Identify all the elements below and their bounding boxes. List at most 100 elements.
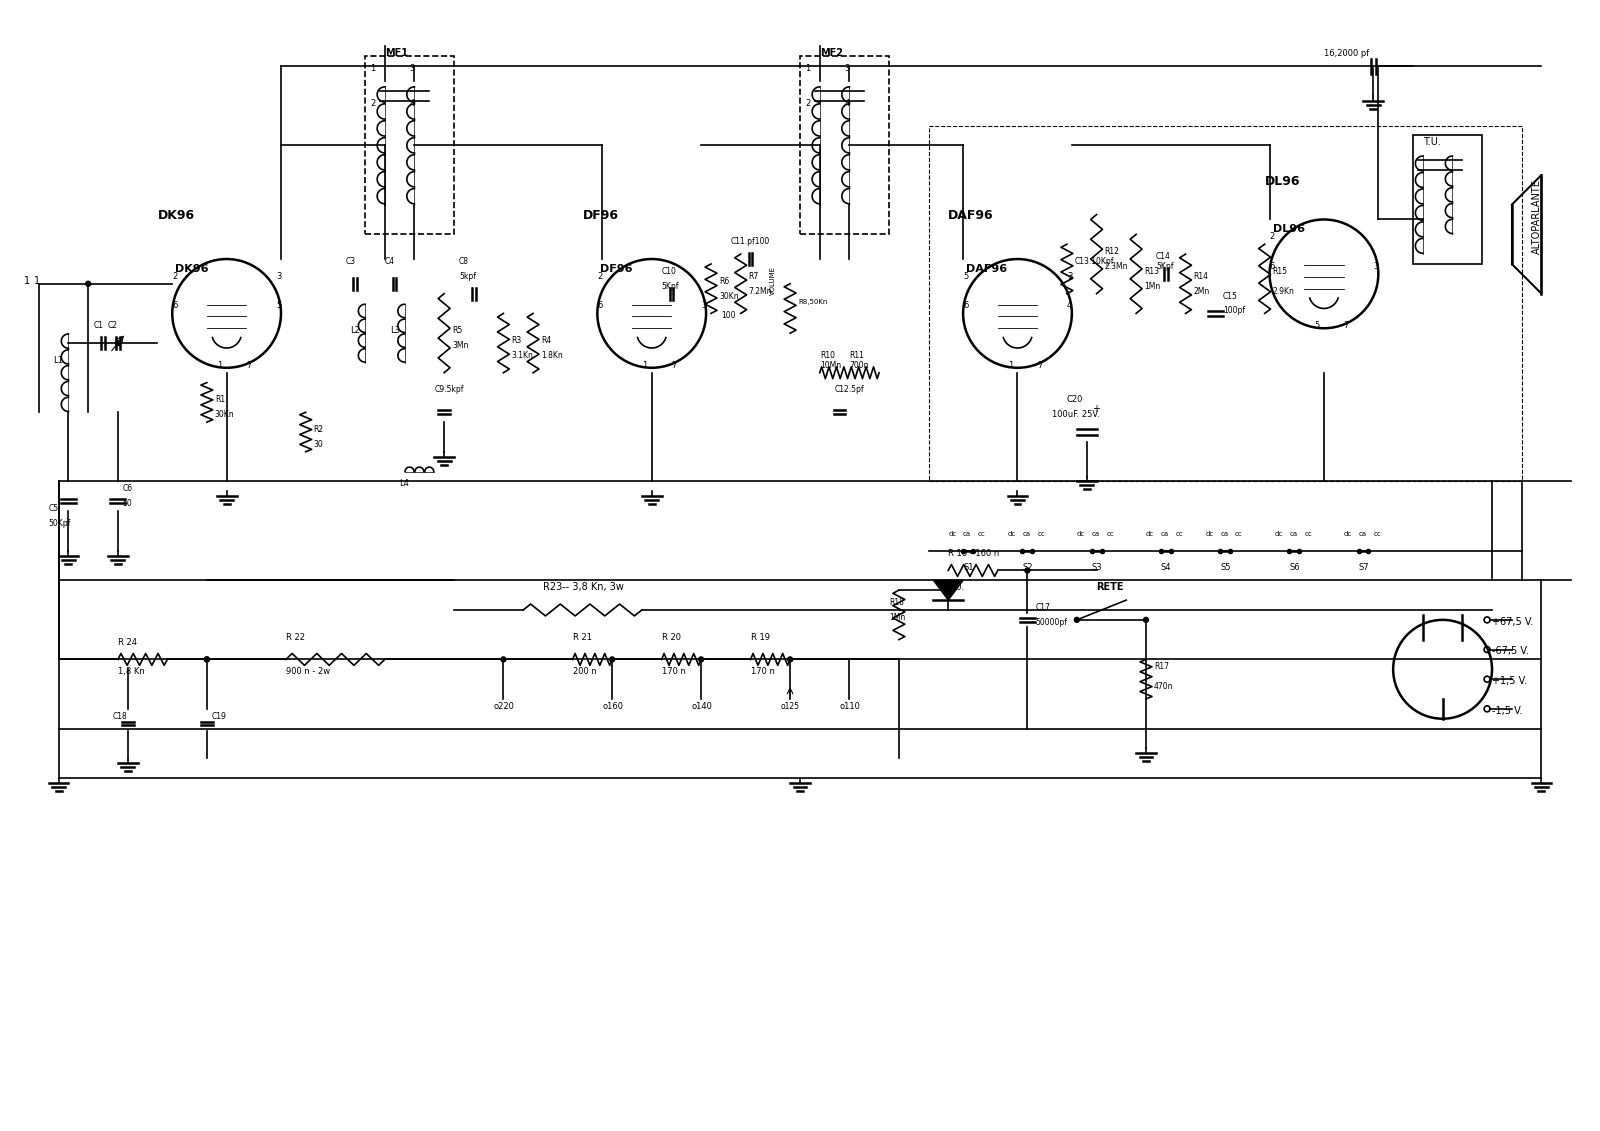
Circle shape bbox=[699, 657, 704, 662]
Text: 1: 1 bbox=[370, 64, 376, 74]
Text: 170 n: 170 n bbox=[750, 667, 774, 676]
Text: 3: 3 bbox=[701, 302, 707, 311]
Text: -1,5 V.: -1,5 V. bbox=[1493, 706, 1523, 716]
Text: C3: C3 bbox=[346, 257, 355, 266]
Text: 3.1Kn: 3.1Kn bbox=[512, 351, 533, 360]
Text: R14: R14 bbox=[1194, 271, 1208, 280]
Circle shape bbox=[115, 340, 120, 346]
Text: 6: 6 bbox=[173, 302, 178, 311]
Text: 1: 1 bbox=[805, 64, 810, 74]
Circle shape bbox=[205, 657, 210, 662]
Text: 4: 4 bbox=[1067, 302, 1072, 311]
Text: ca: ca bbox=[1221, 530, 1229, 537]
Text: 1: 1 bbox=[24, 276, 30, 286]
Text: C10: C10 bbox=[661, 267, 677, 276]
Text: 10Mn: 10Mn bbox=[819, 361, 842, 370]
Text: C20: C20 bbox=[1067, 396, 1083, 405]
Text: C6: C6 bbox=[123, 484, 133, 493]
Text: MF1: MF1 bbox=[384, 49, 408, 59]
Circle shape bbox=[501, 657, 506, 662]
Text: R6: R6 bbox=[718, 277, 730, 286]
Text: S5: S5 bbox=[1221, 563, 1230, 572]
Text: +: + bbox=[1091, 404, 1099, 414]
Text: cc: cc bbox=[1107, 530, 1114, 537]
Text: C12.5pf: C12.5pf bbox=[835, 386, 864, 395]
Text: 2.9Kn: 2.9Kn bbox=[1272, 286, 1294, 295]
Text: +67,5 V.: +67,5 V. bbox=[1493, 616, 1533, 627]
Text: o125: o125 bbox=[781, 702, 800, 711]
Text: C14: C14 bbox=[1155, 252, 1171, 261]
Text: 16,2000 pf: 16,2000 pf bbox=[1323, 50, 1370, 59]
Text: R 19: R 19 bbox=[750, 632, 770, 641]
Text: S7: S7 bbox=[1358, 563, 1370, 572]
Text: L4: L4 bbox=[400, 480, 410, 489]
Text: 1,8 Kn: 1,8 Kn bbox=[118, 667, 144, 676]
Text: 3: 3 bbox=[1373, 262, 1379, 271]
Text: o160: o160 bbox=[602, 702, 624, 711]
Text: 2: 2 bbox=[805, 98, 810, 107]
Text: dc: dc bbox=[1205, 530, 1213, 537]
Text: cc: cc bbox=[1037, 530, 1045, 537]
Text: DF96: DF96 bbox=[600, 264, 634, 274]
Text: C19: C19 bbox=[211, 711, 227, 720]
Text: o110: o110 bbox=[840, 702, 861, 711]
Text: 3: 3 bbox=[1067, 271, 1072, 280]
Text: 3: 3 bbox=[845, 64, 850, 74]
Text: 5Kpf: 5Kpf bbox=[1155, 262, 1173, 271]
Text: 3: 3 bbox=[410, 64, 414, 74]
Text: S3: S3 bbox=[1091, 563, 1102, 572]
Text: R12: R12 bbox=[1104, 247, 1120, 256]
Text: 700n: 700n bbox=[850, 361, 869, 370]
Text: cc: cc bbox=[1176, 530, 1184, 537]
Text: 7: 7 bbox=[1037, 361, 1043, 370]
Text: C17: C17 bbox=[1035, 603, 1050, 612]
Text: 170 n: 170 n bbox=[661, 667, 685, 676]
Text: L3: L3 bbox=[390, 326, 400, 335]
Text: o140: o140 bbox=[691, 702, 712, 711]
Text: 1: 1 bbox=[216, 361, 222, 370]
Circle shape bbox=[86, 282, 91, 286]
Text: 5Kpf: 5Kpf bbox=[661, 282, 678, 291]
Circle shape bbox=[610, 657, 614, 662]
Text: 1: 1 bbox=[642, 361, 646, 370]
Text: S2: S2 bbox=[1022, 563, 1034, 572]
Text: ca: ca bbox=[1162, 530, 1170, 537]
Text: S1: S1 bbox=[963, 563, 974, 572]
Text: 1Mn: 1Mn bbox=[1144, 282, 1160, 291]
Text: 100pf: 100pf bbox=[1222, 307, 1245, 316]
Text: 2: 2 bbox=[173, 271, 178, 280]
Text: 2: 2 bbox=[597, 271, 603, 280]
Bar bbox=[928, 126, 1522, 482]
Text: 5: 5 bbox=[277, 302, 282, 311]
Text: R 21: R 21 bbox=[573, 632, 592, 641]
Circle shape bbox=[787, 657, 792, 662]
Text: R23-- 3,8 Kn, 3w: R23-- 3,8 Kn, 3w bbox=[542, 582, 624, 593]
Text: VOLUME: VOLUME bbox=[770, 266, 776, 295]
Text: dc: dc bbox=[949, 530, 957, 537]
Text: ALTOPARLANTE: ALTOPARLANTE bbox=[1531, 179, 1541, 254]
Text: L1: L1 bbox=[54, 356, 64, 365]
Text: C4: C4 bbox=[384, 257, 395, 266]
Text: 30: 30 bbox=[314, 440, 323, 449]
Circle shape bbox=[1144, 618, 1149, 622]
Text: R10: R10 bbox=[819, 351, 835, 360]
Text: 50: 50 bbox=[123, 499, 133, 508]
Text: DF96: DF96 bbox=[582, 209, 619, 223]
Text: S6: S6 bbox=[1290, 563, 1299, 572]
Text: DAF96: DAF96 bbox=[966, 264, 1008, 274]
Text: 3Mn: 3Mn bbox=[453, 342, 469, 349]
Text: C8: C8 bbox=[459, 257, 469, 266]
Text: 5: 5 bbox=[1314, 321, 1320, 330]
Text: 2: 2 bbox=[370, 98, 376, 107]
Text: S4: S4 bbox=[1162, 563, 1171, 572]
Text: R 24: R 24 bbox=[118, 638, 138, 647]
Text: R3: R3 bbox=[512, 336, 522, 345]
Text: C13.10Kpf: C13.10Kpf bbox=[1075, 257, 1114, 266]
Text: C2: C2 bbox=[107, 321, 118, 330]
Text: 3: 3 bbox=[277, 271, 282, 280]
Text: o220: o220 bbox=[493, 702, 515, 711]
Text: 2.3Mn: 2.3Mn bbox=[1104, 262, 1128, 271]
Text: cc: cc bbox=[1235, 530, 1243, 537]
Text: C18: C18 bbox=[114, 711, 128, 720]
Text: R13: R13 bbox=[1144, 267, 1158, 276]
